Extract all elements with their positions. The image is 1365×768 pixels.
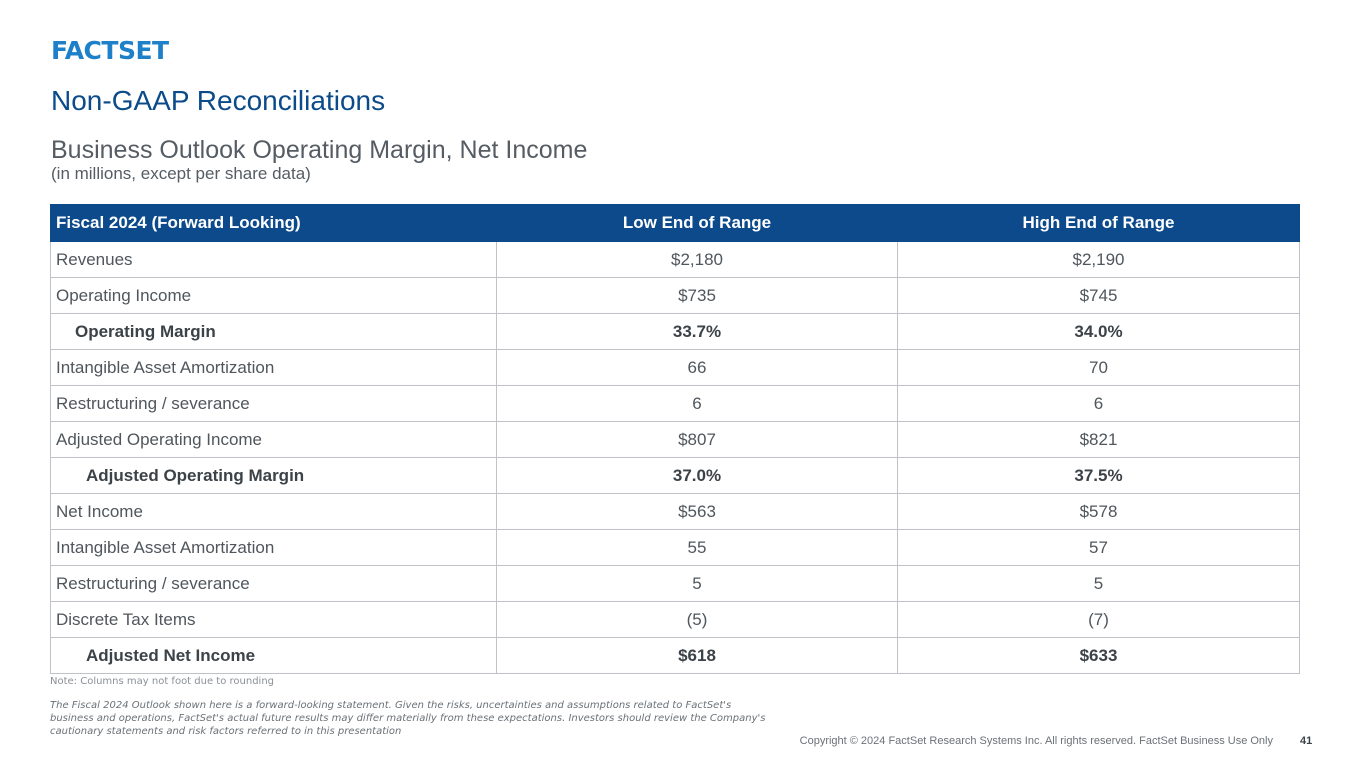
- table-row: Revenues $2,180 $2,190: [50, 241, 1300, 278]
- table-row: Adjusted Operating Income $807 $821: [50, 421, 1300, 458]
- low-value: (5): [496, 601, 898, 638]
- low-value: 66: [496, 349, 898, 386]
- high-value: 6: [897, 385, 1300, 422]
- units-note: (in millions, except per share data): [51, 164, 311, 183]
- row-label: Restructuring / severance: [50, 385, 497, 422]
- table-row: Adjusted Operating Margin 37.0% 37.5%: [50, 457, 1300, 494]
- low-value: $807: [496, 421, 898, 458]
- copyright-text: Copyright © 2024 FactSet Research System…: [799, 735, 1273, 747]
- low-value: $618: [496, 637, 898, 674]
- low-value: 55: [496, 529, 898, 566]
- low-value: $2,180: [496, 241, 898, 278]
- table-row: Intangible Asset Amortization 55 57: [50, 529, 1300, 566]
- low-value: 37.0%: [496, 457, 898, 494]
- table-row: Adjusted Net Income $618 $633: [50, 637, 1300, 674]
- high-value: 57: [897, 529, 1300, 566]
- high-value: (7): [897, 601, 1300, 638]
- row-label: Adjusted Operating Margin: [50, 457, 497, 494]
- low-value: 33.7%: [496, 313, 898, 350]
- row-label: Operating Margin: [50, 313, 497, 350]
- page-number: 41: [1300, 735, 1313, 747]
- row-label: Intangible Asset Amortization: [50, 349, 497, 386]
- page-subtitle: Business Outlook Operating Margin, Net I…: [51, 136, 588, 164]
- table-row: Discrete Tax Items (5) (7): [50, 601, 1300, 638]
- high-value: $745: [897, 277, 1300, 314]
- low-value: 6: [496, 385, 898, 422]
- column-header-high: High End of Range: [897, 204, 1300, 242]
- high-value: $821: [897, 421, 1300, 458]
- row-label: Discrete Tax Items: [50, 601, 497, 638]
- table-row: Intangible Asset Amortization 66 70: [50, 349, 1300, 386]
- high-value: 70: [897, 349, 1300, 386]
- row-label: Intangible Asset Amortization: [50, 529, 497, 566]
- row-label: Adjusted Operating Income: [50, 421, 497, 458]
- table-row: Net Income $563 $578: [50, 493, 1300, 530]
- low-value: $563: [496, 493, 898, 530]
- high-value: $633: [897, 637, 1300, 674]
- high-value: 34.0%: [897, 313, 1300, 350]
- column-header-low: Low End of Range: [496, 204, 898, 242]
- row-label: Revenues: [50, 241, 497, 278]
- table-row: Restructuring / severance 6 6: [50, 385, 1300, 422]
- table-row: Operating Margin 33.7% 34.0%: [50, 313, 1300, 350]
- reconciliation-table: Fiscal 2024 (Forward Looking) Low End of…: [50, 204, 1300, 674]
- table-header-row: Fiscal 2024 (Forward Looking) Low End of…: [50, 204, 1300, 242]
- high-value: 37.5%: [897, 457, 1300, 494]
- page-title: Non-GAAP Reconciliations: [51, 85, 386, 116]
- row-label: Net Income: [50, 493, 497, 530]
- row-label: Operating Income: [50, 277, 497, 314]
- table-row: Restructuring / severance 5 5: [50, 565, 1300, 602]
- factset-logo: FACTSET: [51, 36, 169, 65]
- rounding-note: Note: Columns may not foot due to roundi…: [50, 676, 275, 687]
- high-value: $2,190: [897, 241, 1300, 278]
- low-value: $735: [496, 277, 898, 314]
- forward-looking-disclaimer: The Fiscal 2024 Outlook shown here is a …: [50, 700, 766, 737]
- table-row: Operating Income $735 $745: [50, 277, 1300, 314]
- low-value: 5: [496, 565, 898, 602]
- high-value: 5: [897, 565, 1300, 602]
- column-header-period: Fiscal 2024 (Forward Looking): [50, 204, 497, 242]
- high-value: $578: [897, 493, 1300, 530]
- row-label: Adjusted Net Income: [50, 637, 497, 674]
- row-label: Restructuring / severance: [50, 565, 497, 602]
